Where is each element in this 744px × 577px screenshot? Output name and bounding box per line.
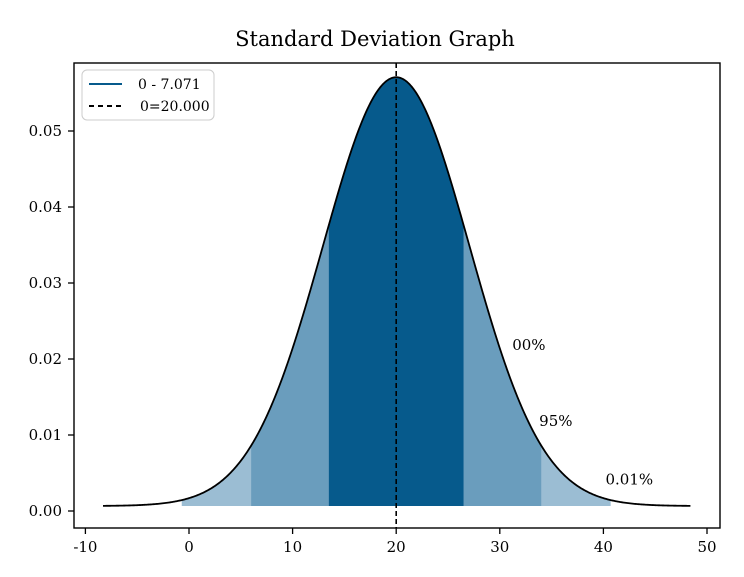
band-label-1: 95% bbox=[539, 412, 572, 430]
y-tick-label: 0.00 bbox=[29, 502, 62, 520]
y-tick-label: 0.03 bbox=[29, 274, 62, 292]
x-tick-label: 50 bbox=[697, 538, 716, 556]
y-tick-label: 0.04 bbox=[29, 198, 62, 216]
x-tick-label: 40 bbox=[594, 538, 613, 556]
x-tick-label: 10 bbox=[283, 538, 302, 556]
legend: 0 - 7.071 0=20.000 bbox=[81, 69, 215, 121]
legend-label-mean: 0=20.000 bbox=[140, 99, 210, 115]
band-label-2: 00% bbox=[512, 336, 545, 354]
distribution-curve bbox=[103, 76, 691, 507]
legend-label-std: 0 - 7.071 bbox=[138, 77, 201, 93]
y-tick-label: 0.05 bbox=[29, 122, 62, 140]
y-tick-label: 0.02 bbox=[29, 350, 62, 368]
x-tick-label: 0 bbox=[184, 538, 194, 556]
x-tick-label: -10 bbox=[73, 538, 97, 556]
plot-frame bbox=[73, 62, 721, 529]
y-tick-label: 0.01 bbox=[29, 426, 62, 444]
legend-box bbox=[81, 69, 215, 121]
x-tick-label: 30 bbox=[490, 538, 509, 556]
band-label-0: 0.01% bbox=[605, 471, 653, 489]
chart-title: Standard Deviation Graph bbox=[235, 27, 515, 51]
x-tick-label: 20 bbox=[387, 538, 406, 556]
